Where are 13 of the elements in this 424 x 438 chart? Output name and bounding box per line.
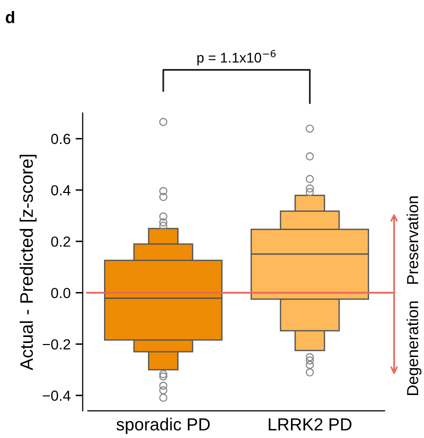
y-tick-label: 0.0 <box>51 288 70 298</box>
y-tick-label: 0.6 <box>51 134 70 144</box>
text: Degeneration <box>406 301 422 396</box>
y-tick-label: −0.4 <box>42 390 70 401</box>
y-tick-label: 0.2 <box>51 236 70 247</box>
y-tick-label: 0.4 <box>51 185 70 196</box>
x-tick-label: sporadic PD <box>116 418 210 434</box>
y-axis-title: Actual - Predicted [z-score] <box>20 154 37 370</box>
x-tick-label: LRRK2 PD <box>268 418 352 430</box>
text: p = 1.1x10$^{−6}$ <box>197 50 276 66</box>
chart-title: d <box>6 10 14 24</box>
y-tick-label: −0.2 <box>42 339 70 350</box>
text: Preservation <box>406 196 418 284</box>
